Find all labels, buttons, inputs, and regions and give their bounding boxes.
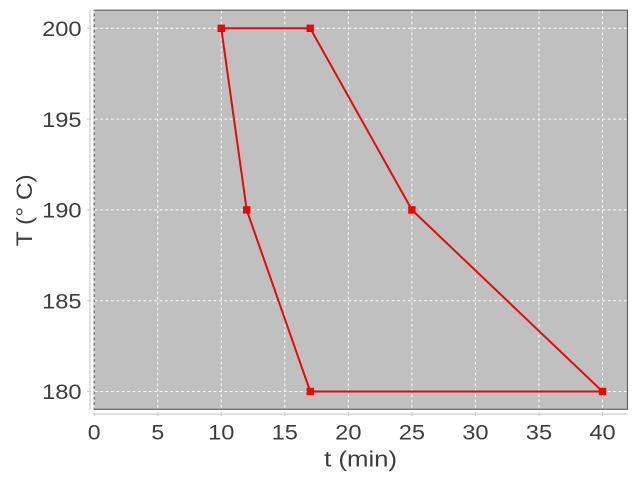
svg-text:35: 35 bbox=[526, 421, 552, 445]
svg-text:20: 20 bbox=[335, 421, 361, 445]
svg-text:40: 40 bbox=[589, 421, 615, 445]
svg-text:200: 200 bbox=[42, 17, 82, 41]
svg-text:10: 10 bbox=[208, 421, 234, 445]
svg-text:25: 25 bbox=[399, 421, 425, 445]
svg-text:t (min): t (min) bbox=[324, 447, 397, 472]
svg-text:0: 0 bbox=[88, 421, 101, 445]
svg-text:180: 180 bbox=[42, 380, 82, 404]
svg-text:190: 190 bbox=[42, 199, 82, 223]
svg-text:5: 5 bbox=[151, 421, 164, 445]
svg-text:T (° C): T (° C) bbox=[12, 174, 37, 246]
svg-text:15: 15 bbox=[272, 421, 298, 445]
svg-text:195: 195 bbox=[42, 108, 82, 132]
svg-text:30: 30 bbox=[462, 421, 488, 445]
svg-text:185: 185 bbox=[42, 289, 82, 313]
